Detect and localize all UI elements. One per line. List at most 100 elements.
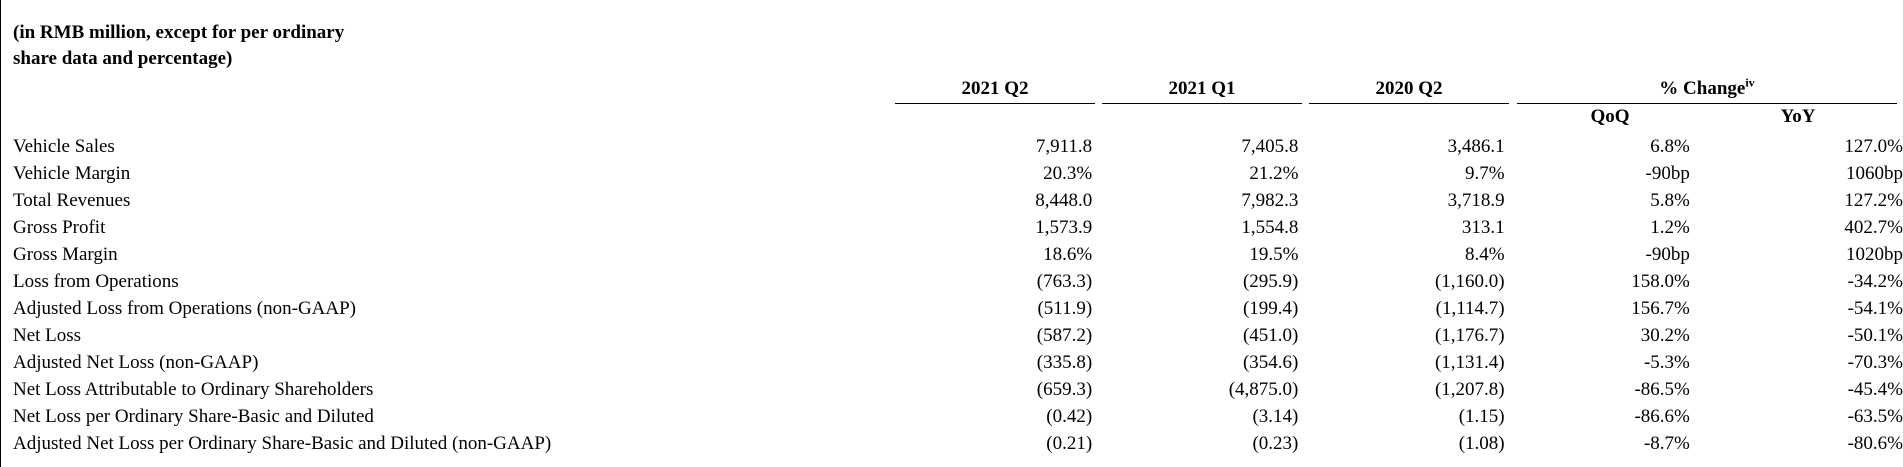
cell-q2-2021: (763.3) xyxy=(1036,271,1093,292)
row-label: Net Loss Attributable to Ordinary Shareh… xyxy=(13,379,374,400)
header-2020-q2: 2020 Q2 xyxy=(1375,78,1443,99)
row-label: Gross Margin xyxy=(13,244,118,265)
cell-q1-2021: 7,405.8 xyxy=(1241,136,1299,157)
cell-q2-2020: 3,718.9 xyxy=(1447,190,1505,211)
cell-yoy: -34.2% xyxy=(1847,271,1903,292)
cell-qoq: -8.7% xyxy=(1643,433,1690,454)
header-2021-q1: 2021 Q1 xyxy=(1168,78,1236,99)
cell-q1-2021: (0.23) xyxy=(1252,433,1299,454)
table-row: Total Revenues 8,448.0 7,982.3 3,718.9 5.8% 1… xyxy=(13,187,1903,214)
table-row: Vehicle Sales 7,911.8 7,405.8 3,486.1 6.8% 12… xyxy=(13,133,1903,160)
header-underline-2021-q1 xyxy=(1102,103,1302,104)
cell-yoy: 402.7% xyxy=(1844,217,1903,238)
table-row: Gross Profit 1,573.9 1,554.8 313.1 1.2% 402.7… xyxy=(13,214,1903,241)
cell-qoq: 156.7% xyxy=(1631,298,1690,319)
cell-yoy: 127.2% xyxy=(1844,190,1903,211)
table-row: Loss from Operations (763.3) (295.9) (1,160… xyxy=(13,268,1903,295)
row-label: Net Loss xyxy=(13,325,82,346)
cell-q2-2020: 9.7% xyxy=(1465,163,1505,184)
cell-q2-2020: (1,176.7) xyxy=(1434,325,1505,346)
pct-change-label: % Change xyxy=(1659,78,1746,99)
table-row: Vehicle Margin 20.3% 21.2% 9.7% -90bp 1060bp xyxy=(13,160,1903,187)
cell-qoq: 6.8% xyxy=(1650,136,1690,157)
cell-yoy: 1020bp xyxy=(1846,244,1903,265)
table-row: Net Loss per Ordinary Share-Basic and Di… xyxy=(13,403,1903,430)
cell-q1-2021: 21.2% xyxy=(1249,163,1299,184)
row-label: Total Revenues xyxy=(13,190,131,211)
table-row: Adjusted Net Loss per Ordinary Share-Bas… xyxy=(13,430,1903,457)
left-border xyxy=(0,0,1,467)
header-qoq: QoQ xyxy=(1590,106,1630,127)
cell-q1-2021: 7,982.3 xyxy=(1241,190,1299,211)
cell-qoq: -86.5% xyxy=(1634,379,1690,400)
financial-summary-table: Vehicle Sales 7,911.8 7,405.8 3,486.1 6.8% 12… xyxy=(13,133,1903,457)
cell-q1-2021: 19.5% xyxy=(1249,244,1299,265)
cell-q2-2021: 8,448.0 xyxy=(1035,190,1093,211)
row-label: Adjusted Net Loss (non-GAAP) xyxy=(13,352,259,373)
table-row: Gross Margin 18.6% 19.5% 8.4% -90bp 1020bp xyxy=(13,241,1903,268)
cell-q2-2020: 3,486.1 xyxy=(1447,136,1505,157)
cell-q1-2021: (354.6) xyxy=(1242,352,1299,373)
caption-line-2: share data and percentage) xyxy=(13,48,233,69)
table-caption: (in RMB million, except for per ordinary… xyxy=(13,20,344,72)
row-label: Net Loss per Ordinary Share-Basic and Di… xyxy=(13,406,374,427)
row-label: Adjusted Loss from Operations (non-GAAP) xyxy=(13,298,357,319)
cell-q2-2020: (1.15) xyxy=(1458,406,1505,427)
header-2021-q2: 2021 Q2 xyxy=(961,78,1029,99)
cell-q1-2021: (451.0) xyxy=(1242,325,1299,346)
row-label: Loss from Operations xyxy=(13,271,179,292)
cell-q1-2021: (295.9) xyxy=(1242,271,1299,292)
table-row: Net Loss (587.2) (451.0) (1,176.7) 30.2% -50.… xyxy=(13,322,1903,349)
cell-q2-2021: (659.3) xyxy=(1036,379,1093,400)
row-label: Vehicle Sales xyxy=(13,136,115,157)
cell-q2-2021: (511.9) xyxy=(1037,298,1093,319)
caption-line-1: (in RMB million, except for per ordinary xyxy=(13,22,345,43)
cell-qoq: -86.6% xyxy=(1634,406,1690,427)
cell-qoq: 5.8% xyxy=(1650,190,1690,211)
cell-q2-2021: (587.2) xyxy=(1036,325,1093,346)
cell-q2-2021: (0.42) xyxy=(1046,406,1093,427)
cell-qoq: -90bp xyxy=(1645,163,1690,184)
cell-q2-2021: 7,911.8 xyxy=(1035,136,1093,157)
cell-q2-2020: (1,114.7) xyxy=(1435,298,1505,319)
cell-yoy: -70.3% xyxy=(1847,352,1903,373)
table-row: Adjusted Loss from Operations (non-GAAP)… xyxy=(13,295,1903,322)
row-label: Adjusted Net Loss per Ordinary Share-Bas… xyxy=(13,433,552,454)
cell-q2-2020: 313.1 xyxy=(1461,217,1505,238)
cell-yoy: -80.6% xyxy=(1847,433,1903,454)
table-row: Adjusted Net Loss (non-GAAP) (335.8) (354.… xyxy=(13,349,1903,376)
cell-qoq: 30.2% xyxy=(1640,325,1690,346)
cell-q2-2021: 1,573.9 xyxy=(1035,217,1093,238)
header-underline-2021-q2 xyxy=(895,103,1095,104)
cell-q1-2021: 1,554.8 xyxy=(1241,217,1299,238)
header-yoy: YoY xyxy=(1780,106,1816,127)
pct-change-footnote-marker: iv xyxy=(1745,75,1755,90)
cell-q2-2021: 18.6% xyxy=(1043,244,1093,265)
cell-q1-2021: (3.14) xyxy=(1252,406,1299,427)
cell-yoy: 1060bp xyxy=(1846,163,1903,184)
table-body: Vehicle Sales 7,911.8 7,405.8 3,486.1 6.8% 12… xyxy=(13,133,1903,457)
cell-q2-2020: 8.4% xyxy=(1465,244,1505,265)
cell-q2-2020: (1,131.4) xyxy=(1434,352,1505,373)
cell-qoq: 158.0% xyxy=(1631,271,1690,292)
cell-yoy: -45.4% xyxy=(1847,379,1903,400)
cell-q2-2020: (1.08) xyxy=(1458,433,1505,454)
cell-q1-2021: (199.4) xyxy=(1242,298,1299,319)
row-label: Vehicle Margin xyxy=(13,163,131,184)
header-underline-pct-change xyxy=(1517,103,1897,104)
cell-qoq: 1.2% xyxy=(1650,217,1690,238)
header-pct-change: % Changeiv xyxy=(1517,75,1897,100)
cell-yoy: 127.0% xyxy=(1844,136,1903,157)
cell-q2-2021: 20.3% xyxy=(1043,163,1093,184)
table-row: Net Loss Attributable to Ordinary Shareh… xyxy=(13,376,1903,403)
cell-yoy: -63.5% xyxy=(1847,406,1903,427)
cell-yoy: -54.1% xyxy=(1847,298,1903,319)
cell-q1-2021: (4,875.0) xyxy=(1228,379,1299,400)
cell-q2-2020: (1,207.8) xyxy=(1434,379,1505,400)
cell-q2-2021: (0.21) xyxy=(1046,433,1093,454)
row-label: Gross Profit xyxy=(13,217,106,238)
cell-qoq: -90bp xyxy=(1645,244,1690,265)
header-underline-2020-q2 xyxy=(1309,103,1509,104)
cell-qoq: -5.3% xyxy=(1643,352,1690,373)
